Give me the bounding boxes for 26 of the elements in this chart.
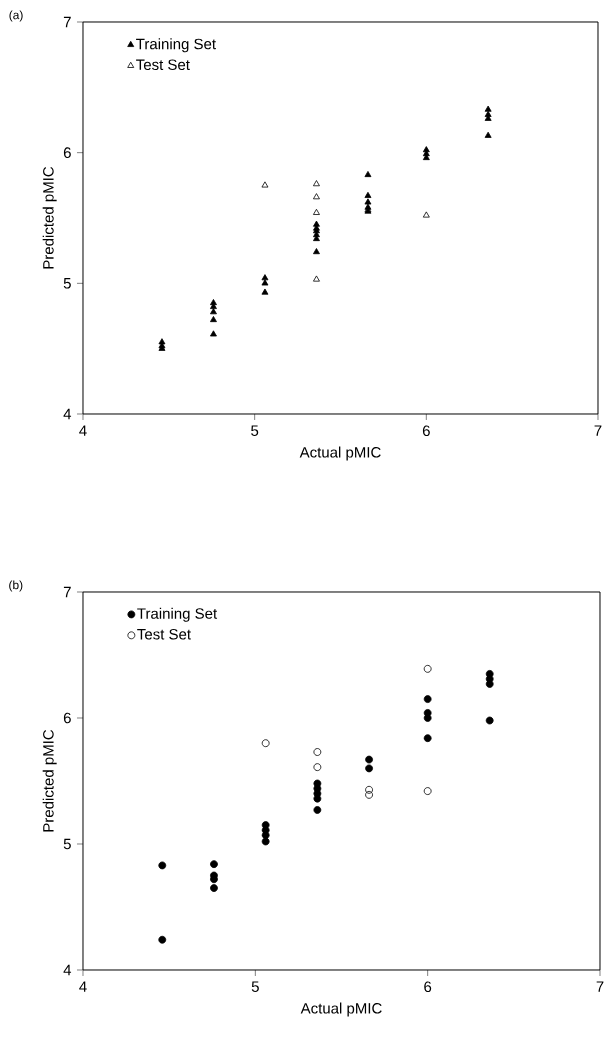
chart-title: (a): [9, 10, 23, 22]
x-tick-label: 7: [594, 425, 602, 436]
y-tick-label: 5: [63, 278, 71, 289]
x-tick-label: 7: [596, 981, 604, 992]
y-tick-label: 4: [63, 408, 72, 420]
legend-label: Training Set: [137, 607, 218, 622]
chart-title: (b): [9, 580, 23, 592]
legend-label: Test Set: [136, 59, 190, 70]
x-tick-label: 5: [251, 981, 259, 992]
y-tick-label: 4: [63, 964, 72, 976]
y-tick-label: 6: [63, 147, 71, 158]
legend-label: Training Set: [136, 38, 216, 53]
y-tick-label: 6: [63, 712, 71, 724]
y-tick-label: 5: [63, 838, 71, 850]
x-tick-label: 5: [251, 425, 259, 436]
y-axis-title: Predicted pMIC: [42, 729, 57, 832]
x-tick-label: 6: [422, 425, 430, 437]
y-axis-title: Predicted pMIC: [42, 166, 57, 269]
legend-label: Test Set: [137, 628, 191, 640]
x-tick-label: 4: [79, 981, 87, 992]
y-tick-label: 7: [63, 16, 71, 28]
x-tick-label: 6: [424, 981, 432, 993]
x-tick-label: 4: [79, 425, 87, 436]
x-axis-title: Actual pMIC: [300, 1002, 382, 1017]
x-axis-title: Actual pMIC: [299, 446, 381, 461]
y-tick-label: 7: [63, 586, 71, 598]
